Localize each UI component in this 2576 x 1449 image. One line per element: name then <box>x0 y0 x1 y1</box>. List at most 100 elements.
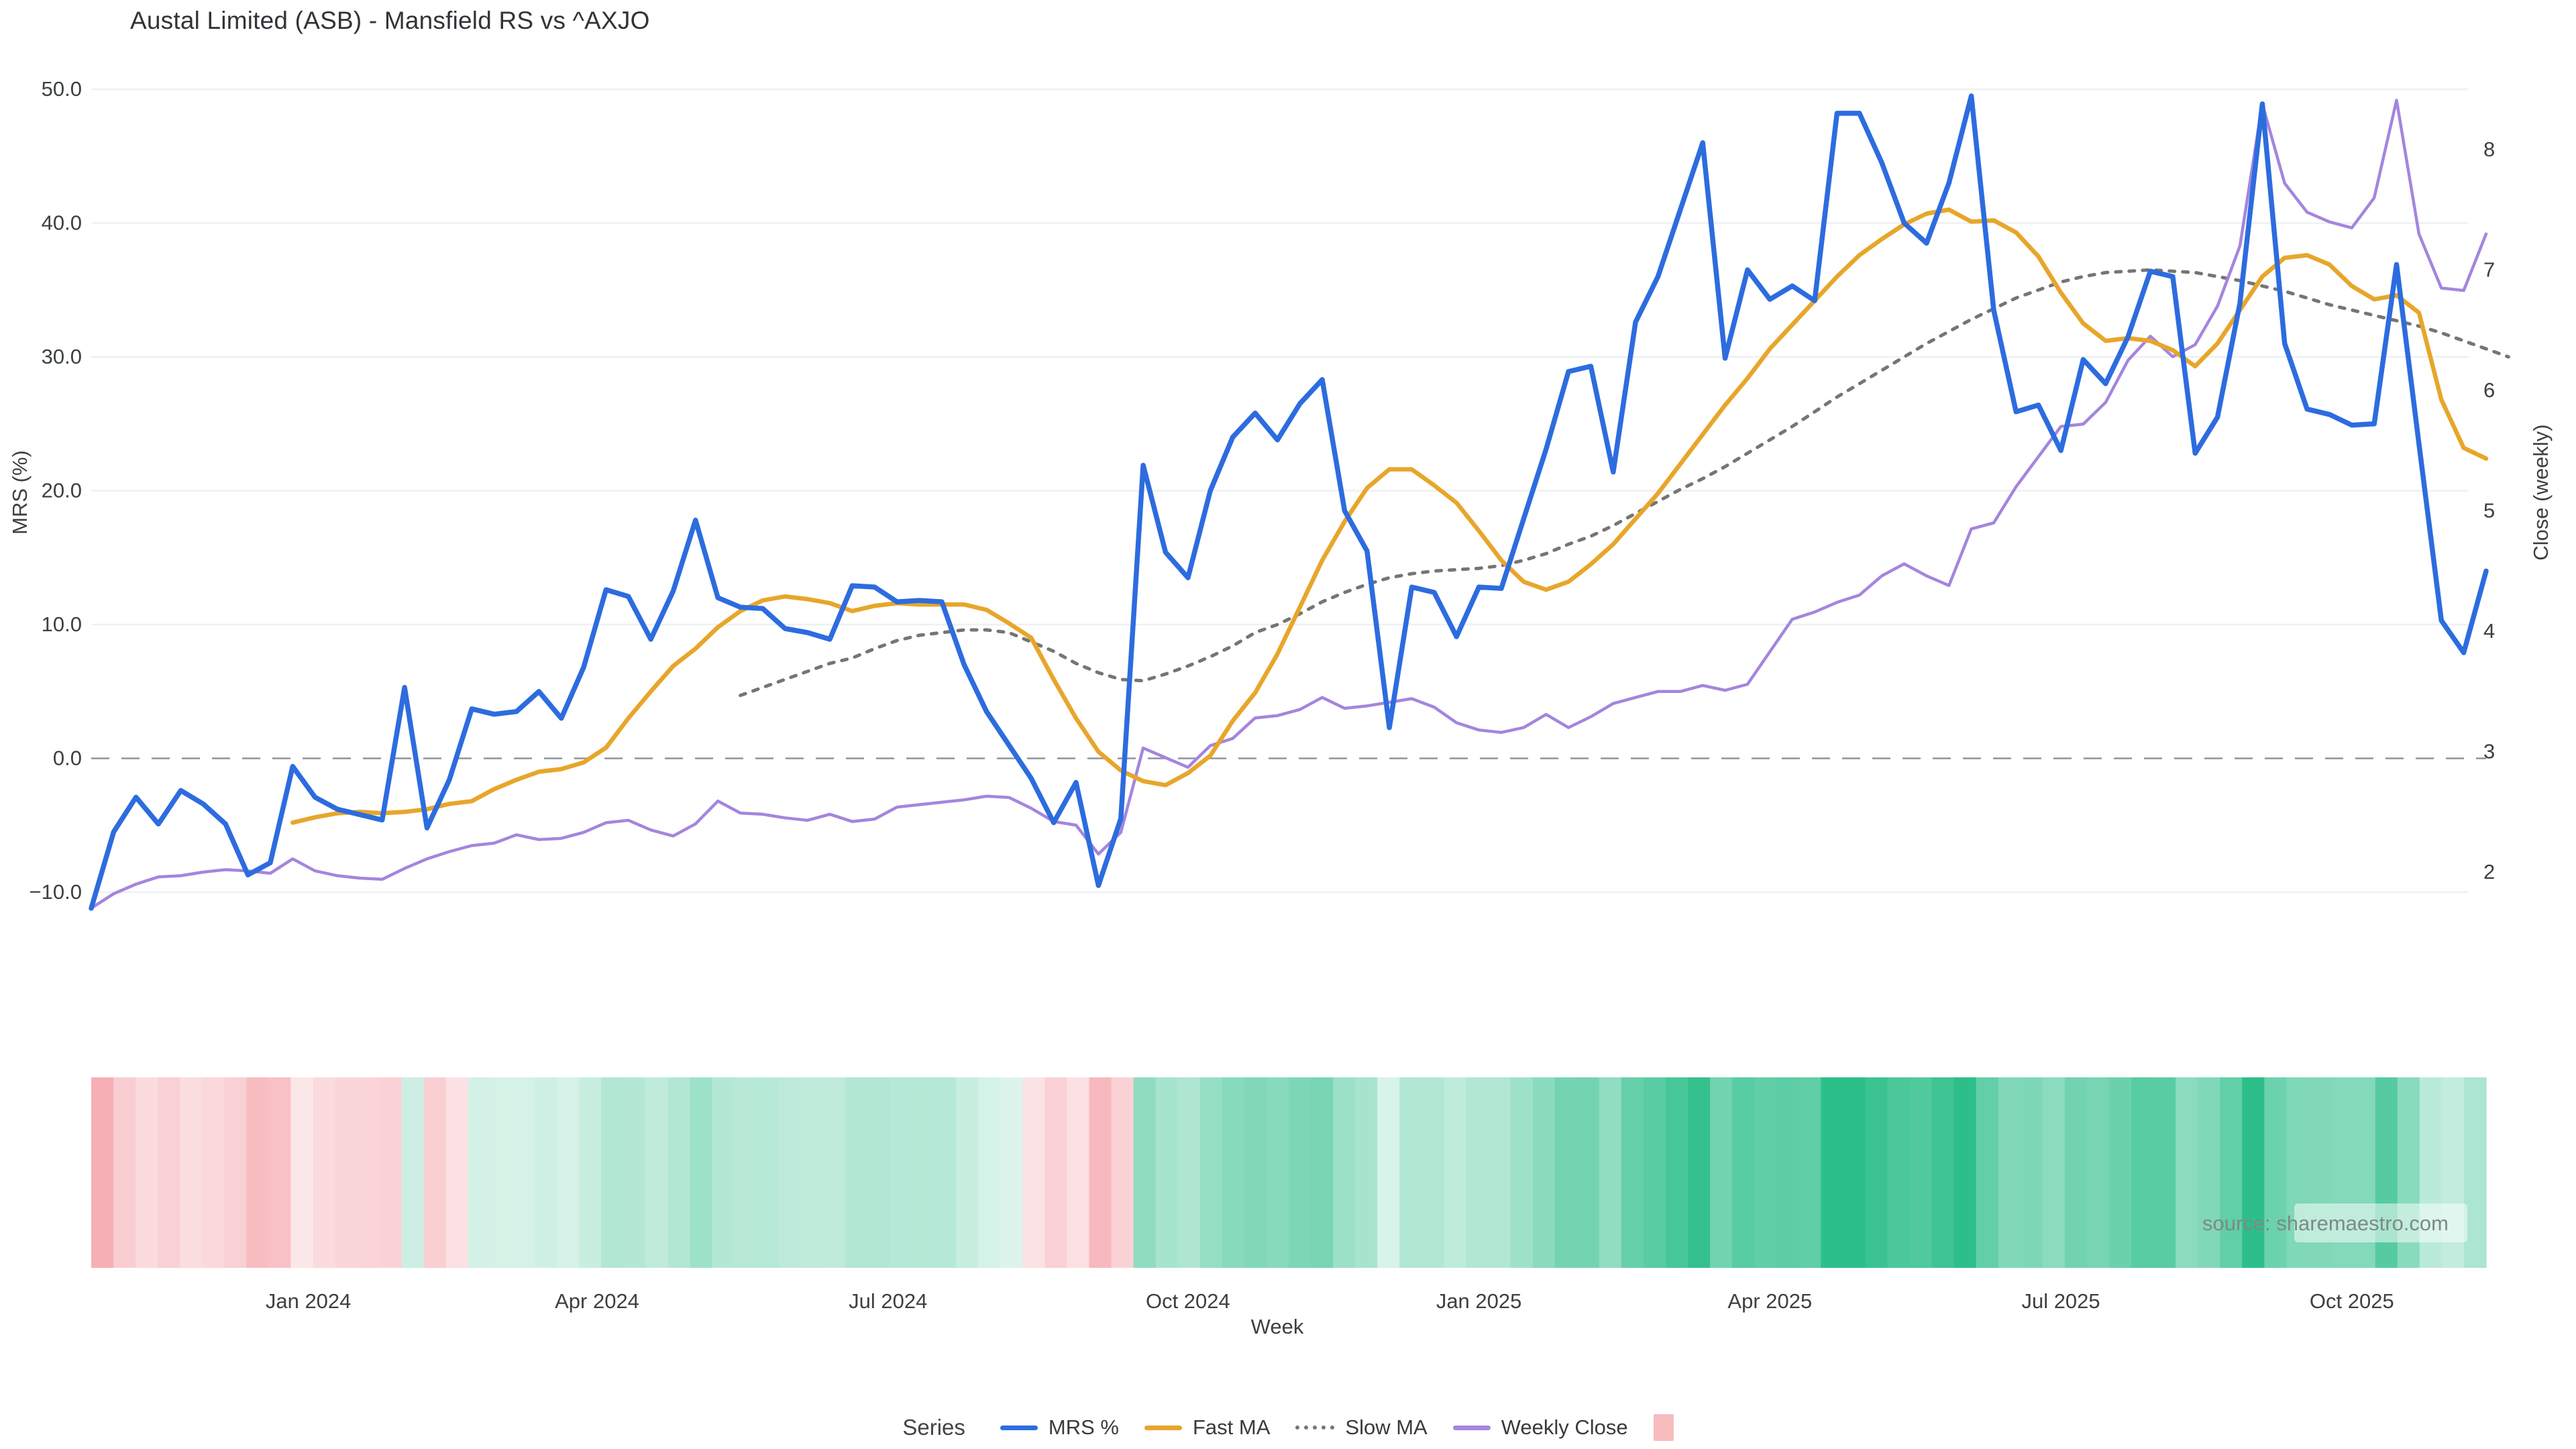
heatmap-cell <box>845 1077 868 1268</box>
heatmap-cell <box>1865 1077 1888 1268</box>
heatmap-cell <box>1754 1077 1777 1268</box>
legend-item-mrs[interactable]: MRS % <box>1000 1415 1119 1440</box>
heatmap-cell <box>1266 1077 1289 1268</box>
legend-item-label: Fast MA <box>1192 1415 1271 1439</box>
source-note: source: sharemaestro.com <box>2202 1212 2449 1235</box>
heatmap-cell <box>2131 1077 2154 1268</box>
heatmap-cell <box>1909 1077 1933 1268</box>
heatmap-swatch-icon <box>1653 1414 1674 1441</box>
heatmap-cell <box>667 1077 691 1268</box>
heatmap-cell <box>2463 1077 2487 1268</box>
y-tick-label-left: −10.0 <box>30 880 82 904</box>
mrs-line-swatch-icon <box>1000 1425 1038 1430</box>
x-tick-label: Oct 2024 <box>1146 1289 1230 1313</box>
x-tick-label: Jan 2024 <box>266 1289 352 1313</box>
heatmap-cell <box>1621 1077 1644 1268</box>
heatmap-cell <box>800 1077 824 1268</box>
heatmap-cell <box>1377 1077 1400 1268</box>
x-tick-label: Jul 2025 <box>2021 1289 2100 1313</box>
legend-item-weekly-close[interactable]: Weekly Close <box>1452 1415 1628 1440</box>
y-tick-label-right: 7 <box>2483 258 2495 282</box>
heatmap-cell <box>1887 1077 1911 1268</box>
heatmap-cell <box>468 1077 491 1268</box>
heatmap-cell <box>712 1077 735 1268</box>
legend-item-fast-ma[interactable]: Fast MA <box>1144 1415 1270 1440</box>
heatmap-cell <box>1510 1077 1534 1268</box>
heatmap-cell <box>1044 1077 1068 1268</box>
heatmap-cell <box>867 1077 890 1268</box>
heatmap-cell <box>401 1077 425 1268</box>
heatmap-cell <box>313 1077 336 1268</box>
heatmap-cell <box>690 1077 713 1268</box>
heatmap-cell <box>2042 1077 2065 1268</box>
heatmap-cell <box>513 1077 535 1268</box>
legend-title: Series <box>902 1415 965 1440</box>
chart-title: Austal Limited (ASB) - Mansfield RS vs ^… <box>130 7 650 34</box>
heatmap-cell <box>2109 1077 2132 1268</box>
heatmap-cell <box>1576 1077 1600 1268</box>
y-tick-label-left: 50.0 <box>42 77 82 101</box>
heatmap-cell <box>224 1077 247 1268</box>
y-tick-label-right: 5 <box>2483 499 2495 523</box>
x-tick-label: Oct 2025 <box>2310 1289 2394 1313</box>
heatmap-cell <box>2087 1077 2110 1268</box>
slow-ma-line <box>739 268 2510 698</box>
heatmap-cell <box>1089 1077 1112 1268</box>
heatmap-cell <box>557 1077 580 1268</box>
heatmap-cell <box>1599 1077 1622 1268</box>
y-tick-label-right: 4 <box>2483 619 2495 643</box>
y-tick-label-right: 3 <box>2483 740 2495 763</box>
y-tick-label-left: 10.0 <box>42 612 82 636</box>
heatmap-cell <box>268 1077 292 1268</box>
y-tick-label-left: 40.0 <box>42 211 82 235</box>
heatmap-cell <box>1799 1077 1821 1268</box>
heatmap-cell <box>645 1077 669 1268</box>
heatmap-cell <box>1355 1077 1378 1268</box>
heatmap-cell <box>1244 1077 1267 1268</box>
heatmap-cell <box>1665 1077 1688 1268</box>
heatmap-cell <box>2153 1077 2176 1268</box>
heatmap-cell <box>535 1077 557 1268</box>
heatmap-cell <box>1488 1077 1511 1268</box>
heatmap-cell <box>180 1077 203 1268</box>
heatmap-cell <box>246 1077 270 1268</box>
heatmap-cell <box>445 1077 469 1268</box>
heatmap-cell <box>1821 1077 1843 1268</box>
y-tick-label-left: 30.0 <box>42 345 82 368</box>
heatmap-cell <box>1022 1077 1045 1268</box>
heatmap-cell <box>1998 1077 2021 1268</box>
heatmap-cell <box>1399 1077 1422 1268</box>
fast-ma-line-swatch-icon <box>1144 1425 1182 1430</box>
legend: Series MRS % Fast MA Slow MA Weekly Clos… <box>0 1414 2576 1441</box>
heatmap-cell <box>490 1077 513 1268</box>
heatmap-cell <box>1133 1077 1157 1268</box>
heatmap-cell <box>1554 1077 1578 1268</box>
heatmap-cell <box>113 1077 136 1268</box>
heatmap-cell <box>1067 1077 1090 1268</box>
heatmap-cell <box>1710 1077 1733 1268</box>
heatmap-cell <box>1311 1077 1334 1268</box>
heatmap-cell <box>1111 1077 1134 1268</box>
heatmap-cell <box>1177 1077 1201 1268</box>
heatmap-cell <box>1976 1077 1999 1268</box>
heatmap-cell <box>890 1077 912 1268</box>
source-note-background <box>2294 1203 2467 1242</box>
legend-item-slow-ma[interactable]: Slow MA <box>1295 1415 1428 1440</box>
y-axis-title-left: MRS (%) <box>8 450 32 535</box>
heatmap-cell <box>1931 1077 1955 1268</box>
heatmap-cell <box>158 1077 180 1268</box>
weekly-close-line-swatch-icon <box>1452 1425 1491 1430</box>
heatmap-cell <box>1776 1077 1799 1268</box>
heatmap-cell <box>290 1077 314 1268</box>
x-tick-label: Apr 2024 <box>555 1289 639 1313</box>
legend-item-heatmap[interactable] <box>1653 1414 1674 1441</box>
heatmap-cell <box>1466 1077 1489 1268</box>
legend-item-label: Weekly Close <box>1501 1415 1628 1439</box>
heatmap-cell <box>1199 1077 1223 1268</box>
weekly-close-line <box>89 99 2488 910</box>
y-axis-title-right: Close (weekly) <box>2529 424 2553 561</box>
heatmap-cell <box>1222 1077 1245 1268</box>
heatmap-cell <box>2220 1077 2243 1268</box>
heatmap-cell <box>1643 1077 1666 1268</box>
heatmap-cell <box>1688 1077 1711 1268</box>
